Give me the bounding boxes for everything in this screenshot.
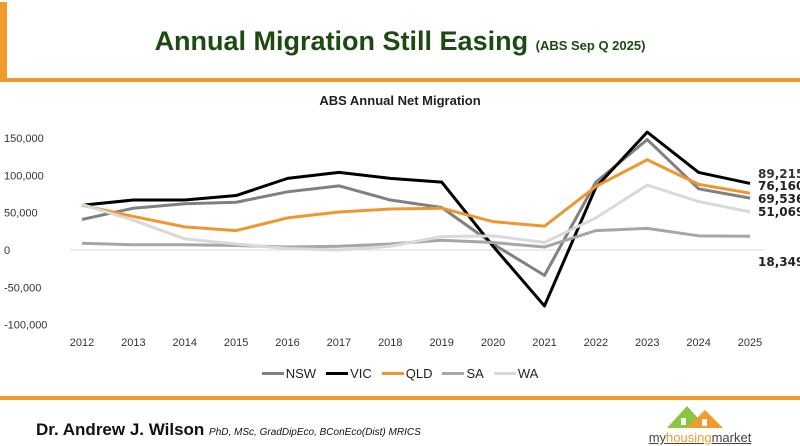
logo: myhousingmarket (625, 404, 775, 446)
series-line-qld (81, 158, 751, 233)
legend-item-sa: SA (442, 366, 484, 381)
x-tick-label: 2025 (738, 337, 762, 349)
legend-label: NSW (285, 366, 317, 381)
x-tick-label: 2017 (327, 337, 351, 349)
x-tick-label: 2021 (532, 337, 556, 349)
author: Dr. Andrew J. Wilson PhD, MSc, GradDipEc… (36, 420, 421, 440)
legend-label: VIC (350, 366, 372, 381)
x-tick-label: 2015 (224, 337, 248, 349)
legend-swatch (442, 372, 465, 375)
house-logo-icon (667, 406, 723, 428)
legend-label: WA (517, 366, 539, 381)
series-line-vic (81, 130, 751, 308)
legend-swatch (326, 372, 349, 375)
end-label-qld: 76,160 (758, 179, 800, 193)
legend-label: SA (466, 366, 484, 381)
chart-title: ABS Annual Net Migration (319, 93, 481, 108)
page-title: Annual Migration Still Easing (ABS Sep Q… (0, 26, 800, 57)
y-tick-label: 50,000 (4, 208, 38, 220)
logo-text: myhousingmarket (648, 430, 752, 445)
x-tick-label: 2016 (275, 337, 299, 349)
legend: NSW VIC QLD SA WA (0, 366, 800, 381)
author-name: Dr. Andrew J. Wilson (36, 420, 205, 439)
x-tick-label: 2012 (70, 337, 94, 349)
end-label-wa: 51,069 (758, 205, 800, 219)
end-label-vic: 89,215 (758, 167, 800, 181)
footer-divider (0, 396, 800, 400)
end-label-sa: 18,349 (758, 255, 800, 269)
legend-swatch (261, 372, 284, 375)
y-tick-label: -100,000 (4, 320, 47, 332)
x-tick-label: 2014 (173, 337, 197, 349)
x-tick-label: 2024 (686, 337, 710, 349)
y-tick-label: 100,000 (4, 170, 44, 182)
legend-swatch (381, 372, 404, 375)
x-tick-label: 2018 (378, 337, 402, 349)
line-chart: 150,000 100,000 50,000 0 -50,000 -100,000 2012… (4, 130, 800, 349)
series-line-nsw (81, 138, 751, 277)
legend-item-qld: QLD (381, 366, 433, 381)
legend-label: QLD (405, 366, 433, 381)
x-tick-label: 2023 (635, 337, 659, 349)
y-tick-label: 0 (4, 245, 10, 257)
y-tick-label: -50,000 (4, 282, 41, 294)
x-tick-label: 2020 (481, 337, 505, 349)
series-line-wa (81, 183, 751, 252)
title-text: Annual Migration Still Easing (154, 26, 529, 56)
x-tick-label: 2022 (584, 337, 608, 349)
title-subtitle: (ABS Sep Q 2025) (535, 38, 646, 53)
x-tick-label: 2013 (121, 337, 145, 349)
legend-swatch (493, 372, 516, 375)
x-tick-label: 2019 (429, 337, 453, 349)
y-tick-label: 150,000 (4, 133, 44, 145)
title-banner (0, 2, 800, 82)
legend-item-vic: VIC (326, 366, 372, 381)
legend-item-nsw: NSW (261, 366, 317, 381)
legend-item-wa: WA (493, 366, 539, 381)
author-credentials: PhD, MSc, GradDipEco, BConEco(Dist) MRIC… (209, 427, 421, 438)
end-label-nsw: 69,536 (758, 192, 800, 206)
